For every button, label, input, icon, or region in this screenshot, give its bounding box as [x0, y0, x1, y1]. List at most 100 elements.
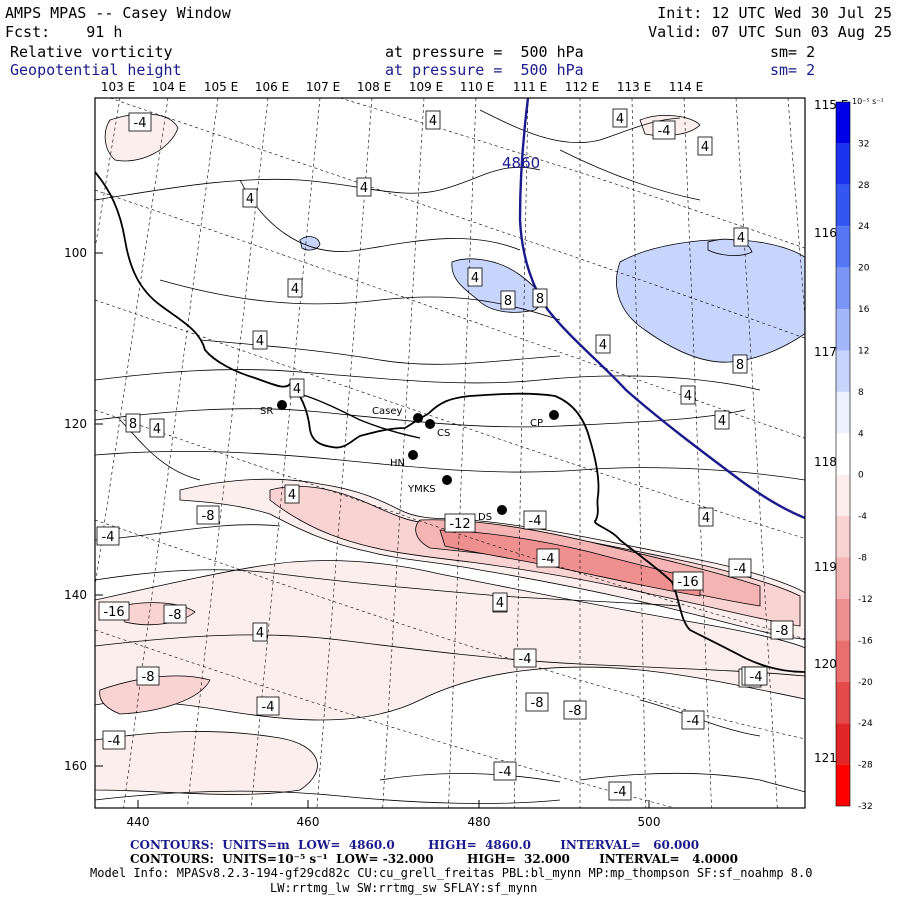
- contour-label: -4: [608, 781, 632, 801]
- svg-text:-4: -4: [687, 714, 700, 729]
- colorbar-tick-label: -24: [858, 719, 873, 729]
- colorbar-swatch: [836, 143, 850, 185]
- contour-labels: -4 4 4 -4 4 4 4 4 4 8 8 8 4 4 4 4 4 4 8 4 -4 4 4 -8 -4 -12 -4 4 -16 -…: [96, 108, 794, 801]
- svg-text:-16: -16: [103, 605, 124, 620]
- svg-text:4: 4: [599, 338, 607, 353]
- top-lon-label: 103 E: [101, 80, 135, 94]
- svg-text:-4: -4: [134, 116, 147, 131]
- colorbar: 32 28 24 20 16 12 8 4 0 -4 -8 -12 -16 -20 -24 -28 -32: [835, 101, 873, 812]
- svg-text:-8: -8: [776, 624, 789, 639]
- contour-label: -4: [681, 710, 705, 730]
- colorbar-swatch: [836, 433, 850, 475]
- svg-text:HN: HN: [390, 458, 405, 469]
- station-sr: SR: [260, 400, 287, 417]
- svg-text:8: 8: [736, 358, 744, 373]
- contour-label: -4: [96, 526, 120, 546]
- coastline: [299, 393, 421, 439]
- contour-label: 4: [284, 484, 300, 504]
- left-axis-label: 160: [64, 759, 87, 773]
- svg-text:-4: -4: [734, 562, 747, 577]
- colorbar-swatch: [836, 516, 850, 558]
- svg-text:4: 4: [616, 112, 624, 127]
- svg-text:8: 8: [504, 294, 512, 309]
- colorbar-swatch: [836, 764, 850, 806]
- colorbar-tick-label: -16: [858, 636, 873, 646]
- contour-label: -4: [513, 648, 537, 668]
- contour-label: -4: [536, 548, 560, 568]
- svg-text:-4: -4: [529, 514, 542, 529]
- contour-label: 4: [252, 330, 268, 350]
- contour-label: 4: [714, 410, 730, 430]
- top-lon-label: 110 E: [460, 80, 494, 94]
- svg-text:4: 4: [256, 626, 264, 641]
- svg-text:4: 4: [291, 282, 299, 297]
- colorbar-swatch: [836, 640, 850, 682]
- contour-label: 4: [425, 110, 441, 130]
- top-lon-label: 114 E: [669, 80, 703, 94]
- colorbar-swatch: [836, 184, 850, 227]
- colorbar-tick-label: -32: [858, 802, 873, 812]
- top-lon-label: 111 E: [513, 80, 547, 94]
- svg-text:CS: CS: [437, 428, 450, 439]
- svg-text:-4: -4: [658, 124, 671, 139]
- contour-label: -4: [744, 666, 768, 686]
- contour-label: 4: [612, 108, 628, 128]
- height-contour-label: 4860: [502, 154, 540, 172]
- svg-text:4: 4: [256, 334, 264, 349]
- contour-label: 8: [532, 288, 548, 308]
- svg-text:8: 8: [129, 417, 137, 432]
- contour-label: -16: [98, 601, 130, 621]
- contour-label: -8: [136, 666, 160, 686]
- contour-label: -4: [652, 120, 676, 140]
- colorbar-tick-label: 24: [858, 222, 870, 232]
- footer-contours-vorticity: CONTOURS: UNITS=10⁻⁵ s⁻¹ LOW= -32.000 HI…: [130, 852, 738, 866]
- colorbar-tick-label: -28: [858, 761, 873, 771]
- left-axis-labels: 100 120 140 160: [64, 246, 103, 773]
- colorbar-tick-label: 16: [858, 305, 870, 315]
- colorbar-swatch: [836, 267, 850, 310]
- station-casey: Casey: [372, 406, 423, 423]
- contour-label: 4: [356, 177, 372, 197]
- positive-vorticity-area: [616, 239, 805, 363]
- init-time: Init: 12 UTC Wed 30 Jul 25: [657, 4, 892, 22]
- top-lon-label: 106 E: [255, 80, 289, 94]
- svg-text:4: 4: [288, 488, 296, 503]
- coastline: [95, 171, 805, 673]
- negative-vorticity-area: [104, 113, 179, 162]
- field2-name: Geopotential height: [10, 61, 182, 79]
- bottom-axis-label: 440: [127, 815, 150, 829]
- svg-text:-4: -4: [519, 652, 532, 667]
- contour-label: -4: [523, 510, 547, 530]
- contour-label: 4: [733, 227, 749, 247]
- top-lon-label: 113 E: [617, 80, 651, 94]
- contour-label: 4: [697, 136, 713, 156]
- top-lon-label: 108 E: [357, 80, 391, 94]
- station-hn: HN: [390, 450, 418, 469]
- svg-text:4: 4: [153, 422, 161, 437]
- contour-label: -8: [770, 620, 794, 640]
- contour-label: 4: [595, 334, 611, 354]
- latlon-grid: [95, 98, 805, 808]
- contour-label: -8: [196, 505, 220, 525]
- colorbar-unit: 10⁻⁵ s⁻¹: [852, 97, 884, 106]
- top-longitude-labels: 103 E 104 E 105 E 106 E 107 E 108 E 109 E 110 E…: [101, 80, 703, 94]
- contour-label: 4: [698, 507, 714, 527]
- top-lon-label: 109 E: [409, 80, 443, 94]
- colorbar-tick-label: -12: [858, 595, 873, 605]
- contour-label: 8: [732, 354, 748, 374]
- contour-label: -4: [728, 558, 752, 578]
- bottom-axis-label: 480: [468, 815, 491, 829]
- station-cs: CS: [425, 419, 450, 439]
- top-lon-label: 107 E: [306, 80, 340, 94]
- contour-label: -4: [128, 112, 152, 132]
- svg-text:-8: -8: [142, 670, 155, 685]
- svg-text:4: 4: [429, 114, 437, 129]
- colorbar-tick-label: 28: [858, 181, 870, 191]
- colorbar-tick-label: 32: [858, 139, 869, 149]
- stations: SR Casey CS CP HN YMKS DS: [260, 400, 559, 523]
- bottom-axis-label: 460: [297, 815, 320, 829]
- svg-text:4: 4: [471, 271, 479, 286]
- contour-label: 4: [252, 622, 268, 642]
- contour-label: 4: [149, 418, 165, 438]
